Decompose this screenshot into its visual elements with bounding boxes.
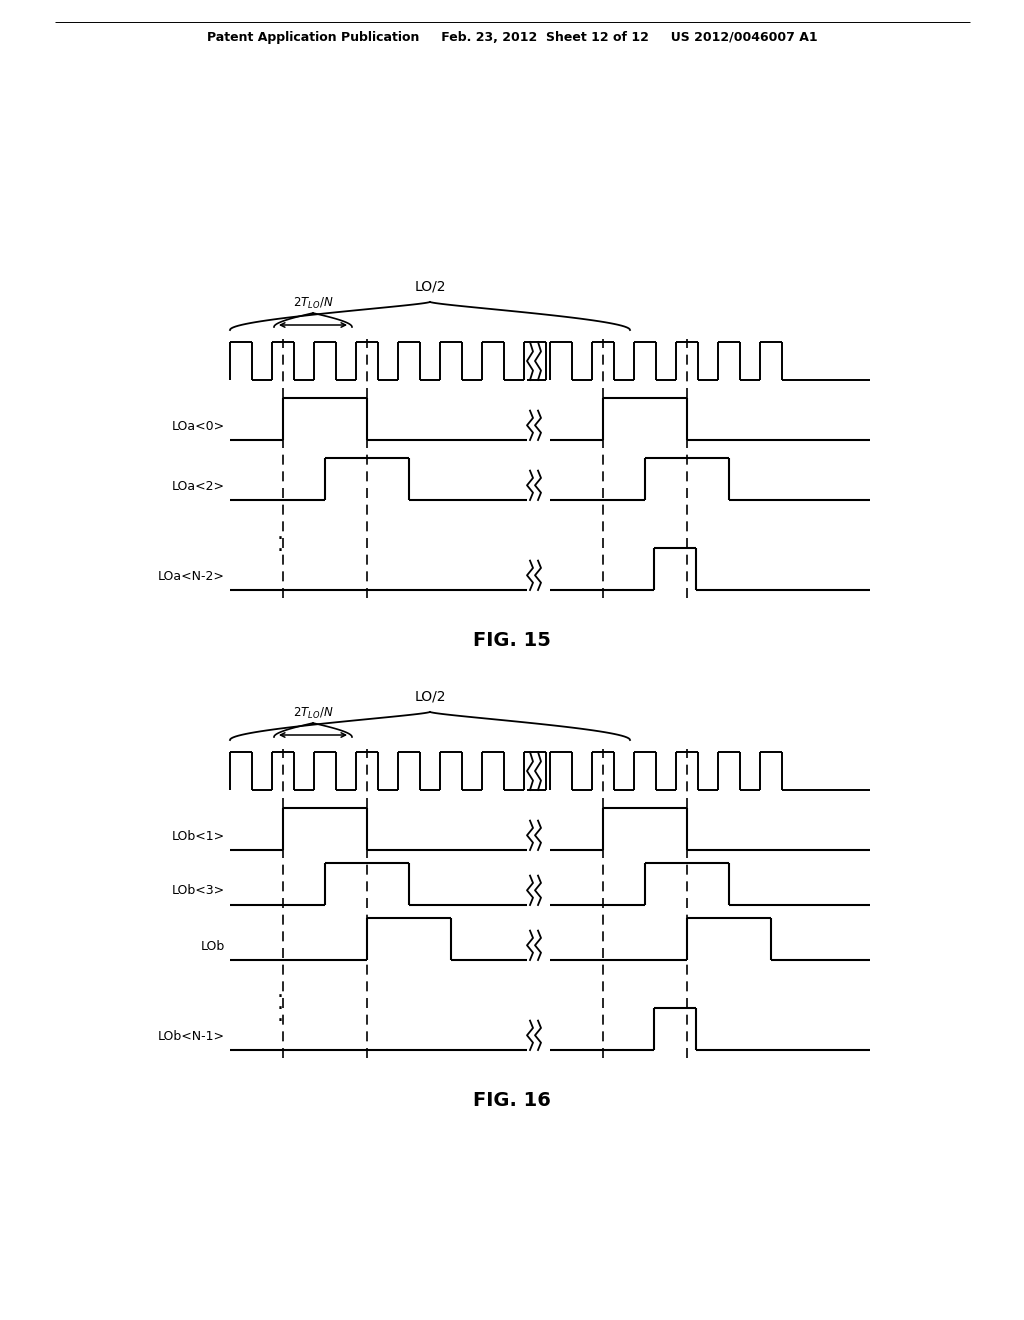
- Text: LO/2: LO/2: [415, 690, 445, 704]
- Text: .: .: [276, 1005, 284, 1026]
- Text: .: .: [276, 993, 284, 1012]
- Text: LOb<3>: LOb<3>: [172, 884, 225, 898]
- Text: .: .: [276, 981, 284, 1001]
- Text: FIG. 16: FIG. 16: [473, 1090, 551, 1110]
- Text: Patent Application Publication     Feb. 23, 2012  Sheet 12 of 12     US 2012/004: Patent Application Publication Feb. 23, …: [207, 32, 817, 45]
- Text: .: .: [276, 535, 284, 554]
- Text: LOa<2>: LOa<2>: [172, 479, 225, 492]
- Text: .: .: [276, 523, 284, 543]
- Text: LOa<0>: LOa<0>: [172, 420, 225, 433]
- Text: $2T_{LO}/N$: $2T_{LO}/N$: [293, 296, 333, 312]
- Text: $2T_{LO}/N$: $2T_{LO}/N$: [293, 706, 333, 721]
- Text: LOa<N-2>: LOa<N-2>: [158, 569, 225, 582]
- Text: LOb<1>: LOb<1>: [172, 829, 225, 842]
- Text: LOb: LOb: [201, 940, 225, 953]
- Text: FIG. 15: FIG. 15: [473, 631, 551, 649]
- Text: LO/2: LO/2: [415, 280, 445, 294]
- Text: LOb<N-1>: LOb<N-1>: [158, 1030, 225, 1043]
